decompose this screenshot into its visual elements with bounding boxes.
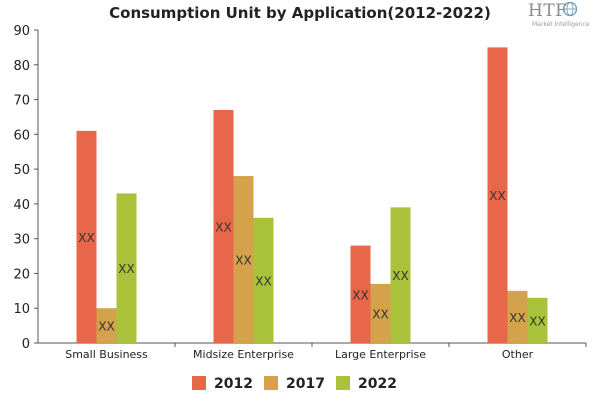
- bar: [96, 308, 117, 343]
- bar: [233, 176, 254, 343]
- data-label: XX: [529, 314, 545, 328]
- data-label: XX: [118, 262, 134, 276]
- legend-swatch: [192, 376, 206, 390]
- legend-swatch: [264, 376, 278, 390]
- x-tick-label: Small Business: [65, 348, 148, 361]
- x-tick-label: Midsize Enterprise: [193, 348, 294, 361]
- y-tick-label: 80: [13, 59, 30, 74]
- bar: [253, 217, 274, 343]
- bar: [487, 47, 508, 344]
- data-label: XX: [255, 274, 271, 288]
- logo-subtitle: Market Intelligence: [532, 21, 590, 28]
- data-label: XX: [78, 231, 94, 245]
- y-tick-label: 60: [13, 128, 30, 143]
- y-tick-label: 20: [13, 267, 30, 282]
- bar: [116, 193, 137, 343]
- legend-label: 2012: [214, 376, 253, 392]
- data-label: XX: [352, 288, 368, 302]
- bar: [370, 283, 391, 343]
- bar: [507, 290, 528, 343]
- data-label: XX: [235, 254, 251, 268]
- y-tick-label: 50: [13, 163, 30, 178]
- data-label: XX: [215, 220, 231, 234]
- bar: [213, 109, 234, 343]
- y-tick-label: 0: [22, 337, 30, 352]
- data-label: XX: [372, 307, 388, 321]
- bar: [390, 207, 411, 343]
- y-tick-label: 40: [13, 198, 30, 213]
- y-tick-label: 30: [13, 233, 30, 248]
- x-tick-label: Large Enterprise: [335, 348, 426, 361]
- y-tick-label: 10: [13, 302, 30, 317]
- y-tick-label: 90: [13, 24, 30, 39]
- legend-label: 2022: [358, 376, 397, 392]
- data-label: XX: [392, 269, 408, 283]
- x-tick-label: Other: [502, 348, 534, 361]
- legend-label: 2017: [286, 376, 325, 392]
- legend-swatch: [336, 376, 350, 390]
- bar: [527, 297, 548, 343]
- y-tick-label: 70: [13, 94, 30, 109]
- data-label: XX: [98, 320, 114, 334]
- logo-mark: HTF: [528, 1, 568, 21]
- htf-logo: HTF Market Intelligence: [528, 1, 592, 31]
- data-label: XX: [489, 189, 505, 203]
- data-label: XX: [509, 311, 525, 325]
- globe-icon: [562, 1, 578, 17]
- chart-title: Consumption Unit by Application(2012-202…: [109, 4, 491, 22]
- bar: [76, 130, 97, 343]
- bar: [350, 245, 371, 343]
